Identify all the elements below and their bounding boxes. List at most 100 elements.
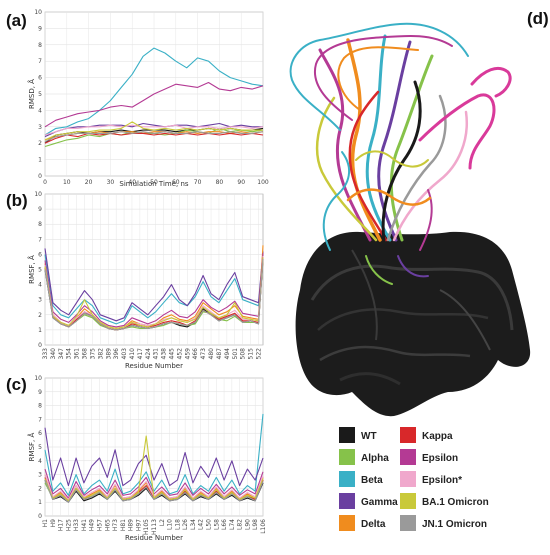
- rmsf-c-x-tick-label: H57: [97, 519, 104, 531]
- protein-structure-image: [289, 22, 531, 417]
- rmsf-b-x-tick-label: 508: [240, 348, 247, 360]
- rmsf-b-series-ba-1-omicron: [44, 257, 264, 329]
- rmsf-c-x-tick-label: L34: [190, 519, 197, 530]
- rmsf-c-x-tick-label: H73: [112, 519, 119, 531]
- rmsf-c-x-tick-label: L66: [221, 519, 228, 530]
- rmsd-x-tick-label: 70: [194, 179, 202, 186]
- rmsf-b-x-tick-label: 452: [176, 348, 183, 360]
- rmsd-x-tick-label: 90: [237, 179, 245, 186]
- rmsf-b-x-tick-label: 515: [248, 348, 255, 360]
- rmsd-series-beta: [44, 47, 264, 136]
- rmsf-b-x-tick-label: 424: [145, 348, 152, 360]
- legend-label-jn-1-omicron: JN.1 Omicron: [422, 519, 487, 530]
- legend-swatch-ba-1-omicron: [400, 493, 416, 509]
- rmsf-c-x-tick-label: L58: [213, 519, 220, 530]
- legend-label-beta: Beta: [361, 475, 383, 486]
- antibody-cartoon: [295, 231, 531, 417]
- rmsf-c-x-tick-label: H25: [65, 519, 72, 531]
- rmsf-b-series-gamma: [44, 248, 264, 322]
- rmsd-x-tick-label: 80: [216, 179, 224, 186]
- rmsd-x-tick-label: 40: [128, 179, 136, 186]
- rmsf-b-x-tick-label: 347: [58, 348, 65, 360]
- rmsd-x-tick-label: 0: [43, 179, 47, 186]
- legend-swatch-jn-1-omicron: [400, 515, 416, 531]
- rmsf-c-x-tick-label: L2: [159, 519, 166, 526]
- rmsf-c-x-tick-label: L50: [206, 519, 213, 530]
- rmsf-b-series-beta: [44, 254, 264, 325]
- rmsd-x-tick-label: 100: [257, 179, 269, 186]
- rmsf-c-y-tick-label: 7: [38, 416, 42, 423]
- panel-label-b: (b): [6, 191, 28, 210]
- rmsf-c-x-tick-label: L98: [252, 519, 259, 530]
- rmsf-c-y-tick-label: 5: [38, 444, 42, 451]
- rmsf-b-x-tick-label: 522: [255, 348, 262, 360]
- legend-swatch-wt: [339, 427, 355, 443]
- rmsf-b-x-tick-label: 375: [89, 348, 96, 360]
- panel-label-c: (c): [6, 375, 27, 394]
- rmsf-c-series-jn-1-omicron: [44, 479, 264, 503]
- rmsf-b-y-tick-label: 1: [38, 327, 42, 334]
- legend-swatch-kappa: [400, 427, 416, 443]
- rmsf-c-x-axis-title: Residue Number: [125, 534, 183, 542]
- rmsd-y-tick-label: 9: [38, 25, 42, 32]
- rmsf-c-x-tick-label: H17: [58, 519, 65, 531]
- rmsf-c-x-tick-label: H1: [42, 519, 49, 528]
- legend-label-alpha: Alpha: [361, 453, 389, 464]
- rmsd-y-tick-label: 0: [38, 173, 42, 180]
- rmsf-b-y-tick-label: 0: [38, 342, 42, 349]
- rmsd-series-jn-1-omicron: [44, 131, 264, 143]
- rmsf-b-x-tick-label: 494: [224, 348, 231, 360]
- rmsd-y-tick-label: 3: [38, 124, 42, 131]
- rmsf-b-y-tick-label: 10: [34, 191, 42, 198]
- rmsf-b-x-tick-label: 340: [50, 348, 57, 360]
- rmsf-c-x-tick-label: H41: [81, 519, 88, 531]
- legend-label-gamma: Gamma: [361, 497, 398, 508]
- rmsf-b-y-tick-label: 5: [38, 267, 42, 274]
- rmsf-c-x-tick-label: H9: [50, 519, 57, 528]
- rmsf-b-y-tick-label: 6: [38, 251, 42, 258]
- rmsf-c-y-tick-label: 4: [38, 458, 42, 465]
- rmsf-c-y-tick-label: 2: [38, 485, 42, 492]
- rmsf-antibody-chart: 0 1 2 3 4 5 6 7 8 9 10 H1 H9 H17 H25 H33 H41 H49 H57 H65 H73…: [27, 375, 267, 542]
- rmsf-c-x-tick-label: L26: [182, 519, 189, 530]
- legend-label-kappa: Kappa: [422, 431, 453, 442]
- rmsf-b-y-tick-label: 3: [38, 297, 42, 304]
- legend-label-epsilon: Epsilon: [422, 453, 458, 464]
- legend-label-epsilon: Epsilon*: [422, 475, 462, 486]
- rmsf-c-x-tick-label: L90: [244, 519, 251, 530]
- rbd-ribbon-bundle: [289, 22, 512, 285]
- rmsf-c-y-tick-label: 9: [38, 389, 42, 396]
- rmsf-b-y-tick-label: 8: [38, 221, 42, 228]
- rmsf-c-x-tick-label: H113: [151, 519, 158, 535]
- rmsf-c-x-tick-label: L82: [237, 519, 244, 530]
- rmsd-y-tick-label: 8: [38, 42, 42, 49]
- legend: WT Alpha Beta Gamma Delta Kappa Epsilon Epsilon…: [339, 427, 489, 531]
- rmsd-x-tick-label: 10: [63, 179, 71, 186]
- rmsf-c-x-tick-label: H97: [135, 519, 142, 531]
- rmsf-c-x-tick-label: H65: [104, 519, 111, 531]
- rmsf-c-x-tick-label: L18: [174, 519, 181, 530]
- rmsd-x-tick-label: 50: [150, 179, 158, 186]
- legend-swatch-beta: [339, 471, 355, 487]
- rmsf-c-y-tick-label: 1: [38, 499, 42, 506]
- rmsf-c-y-tick-label: 8: [38, 403, 42, 410]
- legend-label-delta: Delta: [361, 519, 386, 530]
- rmsf-b-x-tick-label: 361: [74, 348, 81, 360]
- rmsd-y-tick-label: 1: [38, 157, 42, 164]
- rmsd-y-tick-label: 4: [38, 107, 42, 114]
- rmsf-c-y-axis-title: RMSF, Å: [27, 432, 36, 461]
- rmsf-c-y-tick-label: 3: [38, 472, 42, 479]
- rmsf-c-x-tick-label: L10: [167, 519, 174, 530]
- rmsf-c-x-tick-label: H81: [120, 519, 127, 531]
- rmsf-c-x-tick-label: L42: [198, 519, 205, 530]
- legend-label-wt: WT: [361, 431, 377, 442]
- rmsf-b-y-tick-label: 7: [38, 236, 42, 243]
- rmsf-b-y-tick-label: 2: [38, 312, 42, 319]
- rmsf-b-series-epsilon: [44, 252, 264, 328]
- legend-swatch-epsilon: [400, 471, 416, 487]
- rmsd-y-tick-label: 7: [38, 58, 42, 65]
- rmsf-c-x-tick-label: H89: [128, 519, 135, 531]
- legend-label-ba-1-omicron: BA.1 Omicron: [422, 497, 489, 508]
- rmsd-series-epsilon: [44, 81, 264, 128]
